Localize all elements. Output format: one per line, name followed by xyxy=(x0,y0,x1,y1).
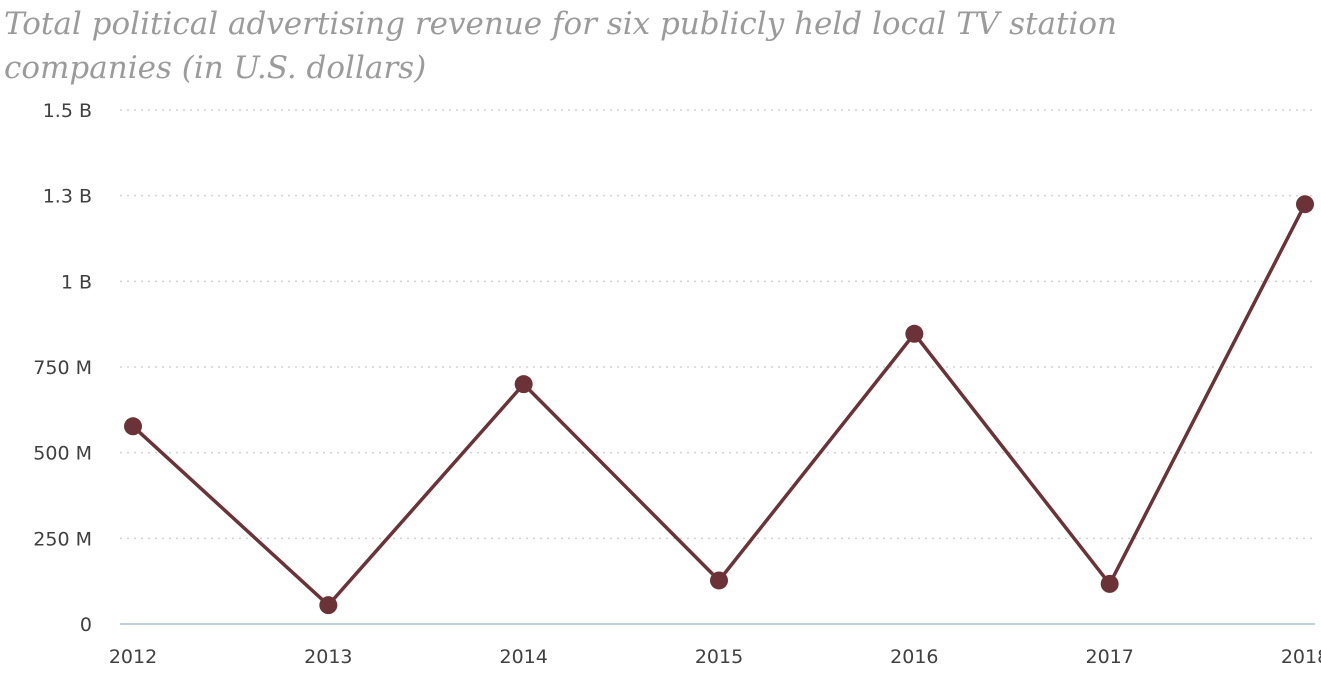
y-tick-label: 750 M xyxy=(33,357,92,379)
x-tick-label: 2014 xyxy=(499,646,547,668)
x-tick-label: 2018 xyxy=(1281,646,1321,668)
x-tick-label: 2012 xyxy=(109,646,157,668)
y-axis-tick-labels: 0 250 M 500 M 750 M 1 B 1.3 B 1.5 B xyxy=(33,100,92,636)
data-point xyxy=(1296,195,1314,214)
x-axis-tick-labels: 2012 2013 2014 2015 2016 2017 2018 xyxy=(109,646,1321,668)
y-tick-label: 250 M xyxy=(33,528,92,550)
y-tick-label: 1 B xyxy=(61,271,92,293)
data-point xyxy=(124,417,142,436)
chart-title: Total political advertising revenue for … xyxy=(4,6,1117,86)
series-line-group xyxy=(131,203,1307,607)
y-tick-label: 1.5 B xyxy=(43,100,92,122)
y-tick-label: 1.3 B xyxy=(43,186,92,208)
data-point xyxy=(514,375,533,394)
y-tick-label: 0 xyxy=(80,614,92,636)
data-points xyxy=(124,195,1314,615)
data-point xyxy=(710,571,728,590)
series-line xyxy=(131,203,1307,607)
gridlines xyxy=(120,109,1315,540)
data-point xyxy=(1100,574,1119,593)
x-tick-label: 2015 xyxy=(695,646,743,668)
x-tick-label: 2017 xyxy=(1085,646,1133,668)
data-point xyxy=(905,324,924,343)
y-tick-label: 500 M xyxy=(33,443,92,465)
x-tick-label: 2013 xyxy=(304,646,352,668)
x-tick-label: 2016 xyxy=(890,646,938,668)
data-point xyxy=(319,596,338,615)
